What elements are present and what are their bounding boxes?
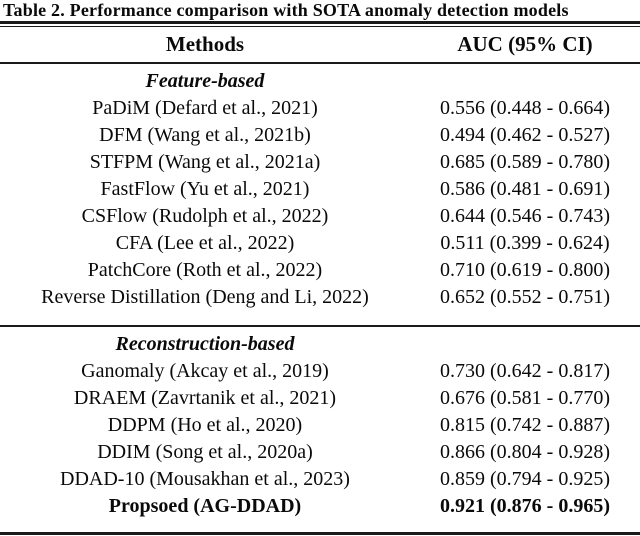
auc-cell: 0.494 (0.462 - 0.527)	[440, 124, 610, 146]
auc-cell: 0.586 (0.481 - 0.691)	[440, 178, 610, 200]
table-row: DFM (Wang et al., 2021b) 0.494 (0.462 - 0…	[0, 122, 640, 149]
top-rule-thin	[0, 26, 640, 27]
auc-cell: 0.685 (0.589 - 0.780)	[440, 151, 610, 173]
table-header-row: Methods AUC (95% CI)	[0, 27, 640, 62]
table-row: Ganomaly (Akcay et al., 2019) 0.730 (0.64…	[0, 358, 640, 385]
auc-cell: 0.644 (0.546 - 0.743)	[440, 205, 610, 227]
auc-cell: 0.710 (0.619 - 0.800)	[440, 259, 610, 281]
table-row: Reverse Distillation (Deng and Li, 2022)…	[0, 284, 640, 311]
method-cell: CSFlow (Rudolph et al., 2022)	[81, 205, 329, 227]
top-rule-thick	[0, 21, 640, 24]
method-cell: PatchCore (Roth et al., 2022)	[87, 259, 323, 281]
method-cell: DDIM (Song et al., 2020a)	[97, 441, 313, 463]
method-cell: DDPM (Ho et al., 2020)	[107, 414, 303, 436]
table-row: PaDiM (Defard et al., 2021) 0.556 (0.448 …	[0, 95, 640, 122]
bottom-rule	[0, 532, 640, 535]
method-cell: Ganomaly (Akcay et al., 2019)	[81, 360, 329, 382]
auc-cell: 0.921 (0.876 - 0.965)	[440, 495, 610, 517]
table-row: CFA (Lee et al., 2022) 0.511 (0.399 - 0.6…	[0, 230, 640, 257]
auc-cell: 0.730 (0.642 - 0.817)	[440, 360, 610, 382]
table-row: PatchCore (Roth et al., 2022) 0.710 (0.61…	[0, 257, 640, 284]
auc-cell: 0.556 (0.448 - 0.664)	[440, 97, 610, 119]
table-caption: Table 2. Performance comparison with SOT…	[3, 0, 569, 20]
table-body: Feature-based PaDiM (Defard et al., 2021)…	[0, 68, 640, 520]
method-cell: STFPM (Wang et al., 2021a)	[89, 151, 321, 173]
auc-cell: 0.511 (0.399 - 0.624)	[440, 232, 610, 254]
table-row: DRAEM (Zavrtanik et al., 2021) 0.676 (0.5…	[0, 385, 640, 412]
method-cell: DFM (Wang et al., 2021b)	[99, 124, 311, 146]
header-rule	[0, 62, 640, 64]
section-heading: Feature-based	[145, 70, 265, 92]
table-row: STFPM (Wang et al., 2021a) 0.685 (0.589 -…	[0, 149, 640, 176]
column-header-methods: Methods	[165, 32, 245, 56]
section-rule	[0, 325, 640, 327]
method-cell: Propsoed (AG-DDAD)	[108, 495, 302, 517]
method-cell: PaDiM (Defard et al., 2021)	[92, 97, 318, 119]
method-cell: CFA (Lee et al., 2022)	[115, 232, 295, 254]
auc-cell: 0.859 (0.794 - 0.925)	[440, 468, 610, 490]
column-header-auc: AUC (95% CI)	[457, 32, 593, 56]
table-row: DDIM (Song et al., 2020a) 0.866 (0.804 - …	[0, 439, 640, 466]
table-row: DDPM (Ho et al., 2020) 0.815 (0.742 - 0.8…	[0, 412, 640, 439]
table-row: Propsoed (AG-DDAD) 0.921 (0.876 - 0.965)	[0, 493, 640, 520]
auc-cell: 0.866 (0.804 - 0.928)	[440, 441, 610, 463]
auc-cell: 0.676 (0.581 - 0.770)	[440, 387, 610, 409]
method-cell: DRAEM (Zavrtanik et al., 2021)	[73, 387, 337, 409]
method-cell: FastFlow (Yu et al., 2021)	[100, 178, 310, 200]
auc-cell: 0.652 (0.552 - 0.751)	[440, 286, 610, 308]
auc-cell: 0.815 (0.742 - 0.887)	[440, 414, 610, 436]
table-row: CSFlow (Rudolph et al., 2022) 0.644 (0.54…	[0, 203, 640, 230]
method-cell: DDAD-10 (Mousakhan et al., 2023)	[60, 468, 350, 490]
section-heading: Reconstruction-based	[115, 333, 295, 355]
table-row: FastFlow (Yu et al., 2021) 0.586 (0.481 -…	[0, 176, 640, 203]
table-row: DDAD-10 (Mousakhan et al., 2023) 0.859 (0…	[0, 466, 640, 493]
method-cell: Reverse Distillation (Deng and Li, 2022)	[41, 286, 369, 308]
